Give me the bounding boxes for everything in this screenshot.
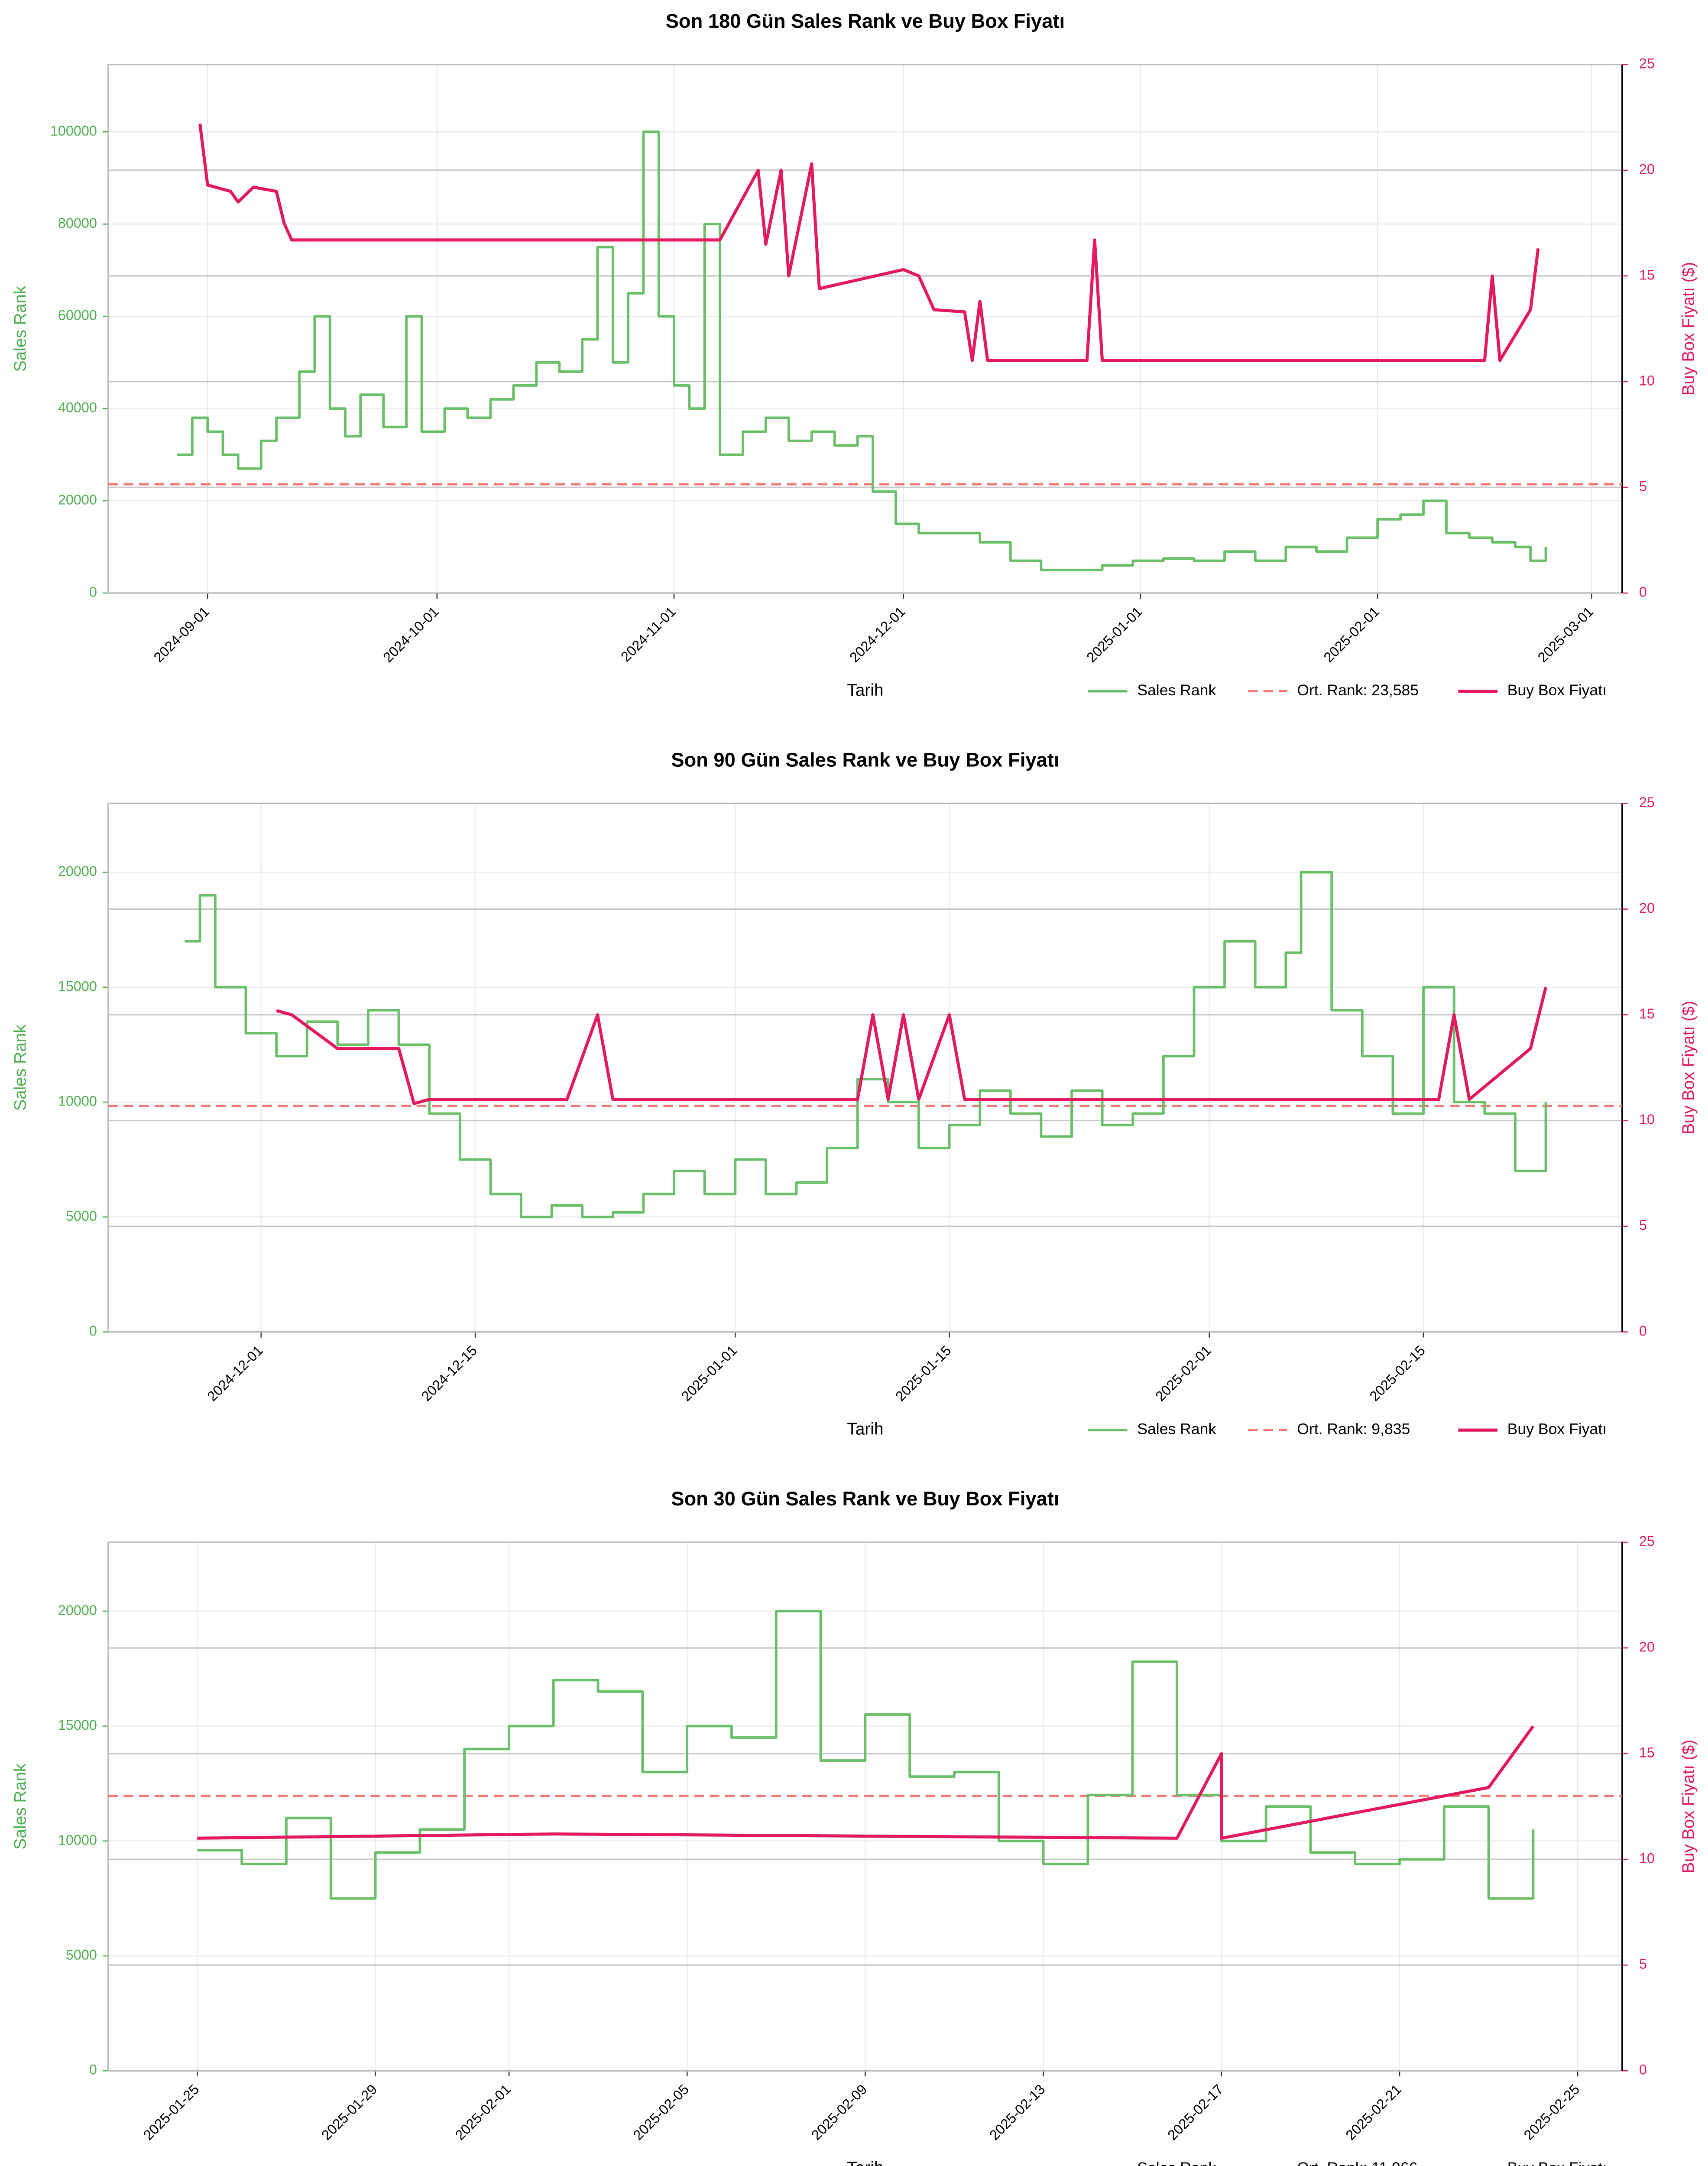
legend-label: Sales Rank: [1137, 1420, 1216, 1438]
rank-line: [197, 1610, 1535, 1900]
y-tick-label: 5000: [66, 1208, 97, 1224]
chart-title: Son 90 Gün Sales Rank ve Buy Box Fiyatı: [671, 749, 1059, 771]
y-tick-label: 60000: [58, 308, 97, 323]
y2-tick-label: 15: [1639, 1006, 1655, 1021]
plot-frame: [107, 802, 1623, 1333]
x-tick-label: 2025-02-15: [1367, 1342, 1429, 1404]
x-axis-label: Tarih: [847, 2159, 883, 2166]
y2-tick-label: 25: [1639, 55, 1655, 71]
y-tick-label: 0: [89, 1323, 97, 1339]
y-tick-label: 0: [89, 584, 97, 600]
legend-label: Ort. Rank: 23,585: [1297, 681, 1419, 699]
y2-tick-label: 10: [1639, 1112, 1655, 1127]
y2-tick-label: 20: [1639, 1639, 1655, 1655]
legend-label: Buy Box Fiyatı: [1507, 681, 1607, 699]
y-tick-label: 15000: [58, 978, 97, 994]
rank-line: [177, 130, 1547, 571]
y-tick-label: 100000: [50, 123, 97, 139]
x-tick-label: 2025-02-21: [1343, 2082, 1405, 2143]
x-tick-label: 2025-01-01: [678, 1342, 740, 1404]
y-tick-label: 5000: [66, 1947, 97, 1962]
x-tick-label: 2025-02-01: [1321, 603, 1383, 665]
y-tick-label: 40000: [58, 400, 97, 415]
x-tick-label: 2024-10-01: [380, 603, 442, 665]
y2-tick-label: 10: [1639, 1851, 1655, 1866]
x-tick-label: 2024-09-01: [151, 603, 213, 665]
y2-tick-label: 25: [1639, 794, 1655, 810]
y2-tick-label: 0: [1639, 2062, 1647, 2078]
y2-axis-label: Buy Box Fiyatı ($): [1679, 262, 1698, 396]
y-axis-label: Sales Rank: [11, 1025, 29, 1111]
y2-axis-label: Buy Box Fiyatı ($): [1679, 1001, 1698, 1135]
x-tick-label: 2025-02-01: [1152, 1342, 1214, 1404]
y2-tick-label: 15: [1639, 1745, 1655, 1761]
y-tick-label: 10000: [58, 1832, 97, 1848]
y2-tick-label: 0: [1639, 584, 1647, 600]
y2-tick-label: 0: [1639, 1323, 1647, 1339]
y-tick-label: 10000: [58, 1093, 97, 1109]
y2-tick-label: 20: [1639, 900, 1655, 916]
x-tick-label: 2025-02-17: [1164, 2082, 1226, 2143]
x-tick-label: 2025-02-09: [808, 2082, 870, 2143]
y2-axis-label: Buy Box Fiyatı ($): [1679, 1740, 1698, 1874]
y2-tick-label: 10: [1639, 373, 1655, 389]
y2-tick-label: 25: [1639, 1534, 1655, 1549]
legend-label: Ort. Rank: 9,835: [1297, 1420, 1410, 1438]
x-tick-label: 2025-01-15: [892, 1342, 954, 1404]
x-tick-label: 2025-01-25: [140, 2082, 202, 2143]
rank-line: [185, 871, 1547, 1219]
y2-tick-label: 5: [1639, 1217, 1647, 1233]
price-line: [197, 1725, 1535, 1840]
y-axis-label: Sales Rank: [11, 285, 29, 372]
y-tick-label: 20000: [58, 863, 97, 879]
x-tick-label: 2024-11-01: [618, 603, 679, 665]
price-line: [198, 123, 1540, 362]
y2-tick-label: 15: [1639, 267, 1655, 282]
x-tick-label: 2024-12-01: [846, 603, 908, 665]
x-tick-label: 2024-12-01: [204, 1342, 266, 1404]
y2-tick-label: 5: [1639, 1956, 1647, 1972]
x-tick-label: 2025-02-25: [1521, 2082, 1583, 2143]
x-axis-label: Tarih: [847, 681, 883, 700]
chart-title: Son 30 Gün Sales Rank ve Buy Box Fiyatı: [671, 1488, 1059, 1510]
y-tick-label: 20000: [58, 1602, 97, 1618]
legend-label: Ort. Rank: 11,966: [1297, 2159, 1417, 2166]
y-tick-label: 20000: [58, 492, 97, 508]
x-tick-label: 2025-02-05: [630, 2082, 692, 2143]
y-tick-label: 15000: [58, 1717, 97, 1733]
legend-label: Buy Box Fiyatı: [1507, 2159, 1607, 2166]
x-tick-label: 2024-12-15: [418, 1342, 480, 1404]
y-tick-label: 80000: [58, 215, 97, 231]
price-line: [276, 987, 1547, 1106]
x-tick-label: 2025-01-29: [318, 2082, 380, 2143]
legend-label: Buy Box Fiyatı: [1507, 1420, 1607, 1438]
x-tick-label: 2025-02-13: [986, 2082, 1048, 2143]
y-tick-label: 0: [89, 2062, 97, 2078]
x-tick-label: 2025-03-01: [1535, 603, 1597, 665]
legend-label: Sales Rank: [1137, 2159, 1216, 2166]
x-tick-label: 2025-01-01: [1083, 603, 1145, 665]
chart-title: Son 180 Gün Sales Rank ve Buy Box Fiyatı: [666, 10, 1065, 32]
plot-frame: [107, 64, 1623, 594]
y2-tick-label: 5: [1639, 479, 1647, 494]
y-axis-label: Sales Rank: [11, 1763, 29, 1849]
y2-tick-label: 20: [1639, 161, 1655, 177]
x-tick-label: 2025-02-01: [452, 2082, 514, 2143]
x-axis-label: Tarih: [847, 1420, 883, 1438]
legend-label: Sales Rank: [1137, 681, 1216, 699]
